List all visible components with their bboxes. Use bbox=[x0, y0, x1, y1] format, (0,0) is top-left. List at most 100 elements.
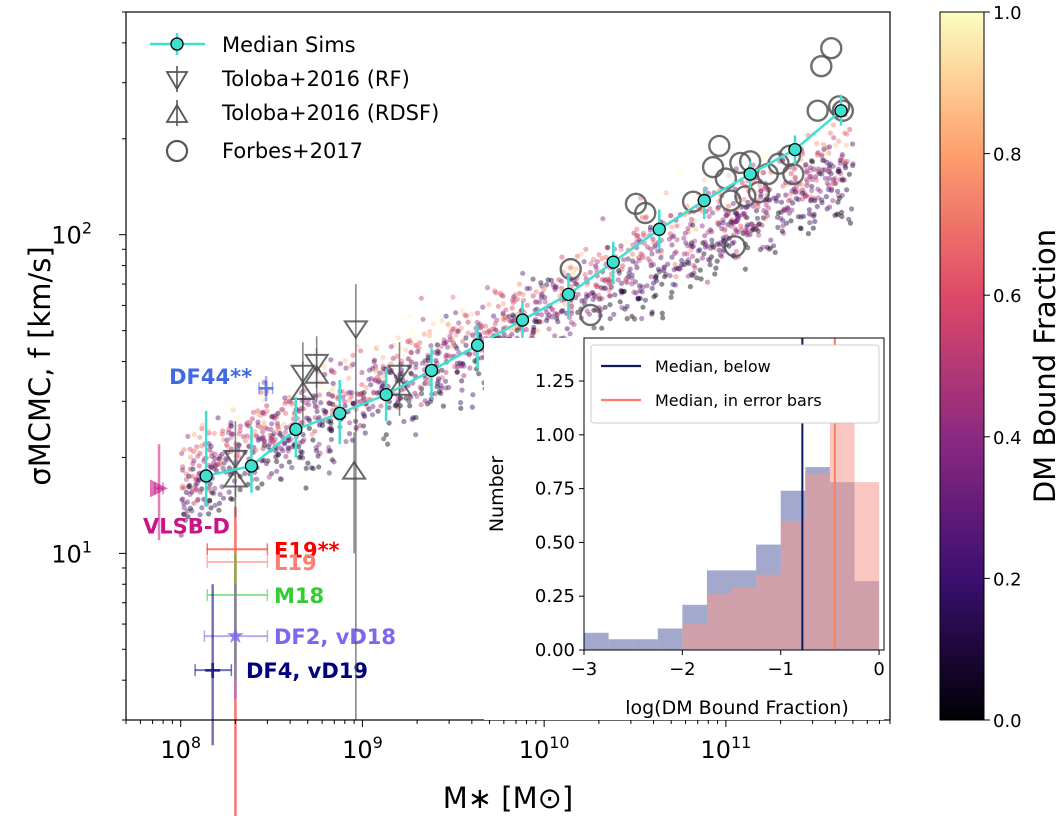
sim-point bbox=[733, 248, 740, 254]
sim-point bbox=[821, 146, 827, 152]
sim-point bbox=[230, 431, 236, 437]
sim-point bbox=[331, 369, 337, 376]
sim-point bbox=[673, 249, 679, 255]
sim-point bbox=[772, 249, 778, 255]
sim-point bbox=[317, 421, 323, 427]
sim-point bbox=[795, 196, 801, 203]
sim-point bbox=[822, 167, 828, 173]
sim-point bbox=[552, 284, 559, 290]
sim-point bbox=[271, 413, 277, 420]
hist-bar bbox=[608, 639, 634, 650]
sim-point bbox=[559, 278, 565, 284]
sim-point bbox=[797, 225, 803, 231]
sim-point bbox=[688, 271, 694, 278]
sim-point bbox=[685, 243, 691, 249]
sim-point bbox=[544, 310, 550, 316]
sim-point bbox=[584, 308, 590, 314]
sim-point bbox=[808, 212, 814, 218]
sim-point bbox=[828, 186, 835, 192]
forbes-point bbox=[810, 54, 833, 78]
sim-point bbox=[648, 246, 654, 252]
sim-point bbox=[180, 496, 186, 502]
sim-point bbox=[762, 153, 768, 159]
sim-point bbox=[679, 262, 685, 268]
sim-point bbox=[814, 140, 820, 147]
sim-point bbox=[716, 220, 722, 226]
sim-point bbox=[686, 257, 692, 263]
sim-point bbox=[459, 307, 465, 313]
sim-point bbox=[267, 432, 273, 438]
sim-point bbox=[739, 212, 746, 218]
sim-point bbox=[199, 422, 206, 428]
median-point bbox=[697, 193, 711, 208]
sim-point bbox=[303, 400, 309, 406]
median-point bbox=[470, 338, 485, 352]
sim-point bbox=[538, 292, 544, 298]
sim-point bbox=[735, 217, 741, 223]
sim-point bbox=[651, 294, 657, 300]
sim-point bbox=[545, 277, 551, 283]
sim-point bbox=[274, 458, 280, 465]
sim-point bbox=[217, 453, 223, 460]
sim-point bbox=[750, 226, 756, 233]
obs-marker-plus-icon: + bbox=[203, 656, 223, 684]
sim-point bbox=[641, 230, 647, 236]
sim-point bbox=[273, 454, 279, 460]
sim-point bbox=[220, 495, 227, 501]
hist-bar bbox=[756, 574, 781, 650]
sim-point bbox=[319, 422, 325, 429]
sim-point bbox=[648, 263, 654, 269]
sim-point bbox=[842, 158, 848, 164]
sim-point bbox=[582, 271, 588, 278]
sim-point bbox=[443, 313, 449, 319]
sim-point bbox=[255, 437, 261, 443]
sim-point bbox=[268, 426, 274, 433]
sim-point bbox=[503, 307, 509, 313]
sim-point bbox=[411, 334, 417, 340]
sim-point bbox=[734, 211, 740, 217]
sim-point bbox=[408, 359, 414, 365]
sim-point bbox=[316, 415, 322, 421]
sim-point bbox=[755, 204, 761, 210]
sim-point bbox=[618, 280, 625, 286]
sim-point bbox=[552, 333, 558, 339]
sim-point bbox=[729, 219, 736, 225]
sim-point bbox=[237, 487, 243, 493]
sim-point bbox=[313, 445, 319, 451]
sim-point bbox=[189, 525, 195, 532]
sim-point bbox=[734, 218, 740, 225]
sim-point bbox=[342, 399, 348, 405]
obs-label: M18 bbox=[274, 584, 324, 608]
sim-point bbox=[183, 489, 189, 495]
sim-point bbox=[343, 391, 349, 397]
sim-point bbox=[212, 502, 218, 508]
sim-point bbox=[318, 400, 324, 406]
obs-label: DF2, vD18 bbox=[274, 625, 396, 649]
sim-point bbox=[753, 226, 759, 232]
sim-point bbox=[269, 433, 275, 439]
sim-point bbox=[644, 283, 650, 289]
sim-point bbox=[314, 408, 320, 415]
sim-point bbox=[538, 312, 545, 318]
sim-point bbox=[689, 216, 695, 222]
sim-point bbox=[686, 260, 692, 266]
sim-point bbox=[372, 377, 378, 383]
sim-point bbox=[312, 403, 318, 409]
sim-point bbox=[363, 384, 369, 390]
sim-point bbox=[366, 376, 372, 382]
sim-point bbox=[538, 295, 544, 301]
sim-point bbox=[542, 299, 548, 305]
sim-point bbox=[511, 294, 517, 300]
sim-point bbox=[491, 313, 497, 319]
sim-point bbox=[461, 363, 467, 369]
sim-point bbox=[707, 257, 713, 263]
sim-point bbox=[650, 236, 656, 242]
sim-point bbox=[593, 263, 599, 269]
sim-point bbox=[216, 456, 222, 462]
sim-point bbox=[343, 365, 349, 371]
median-point bbox=[834, 104, 848, 118]
sim-point bbox=[427, 329, 433, 335]
sim-point bbox=[847, 126, 853, 133]
sim-point bbox=[551, 284, 557, 290]
sim-point bbox=[195, 496, 201, 502]
